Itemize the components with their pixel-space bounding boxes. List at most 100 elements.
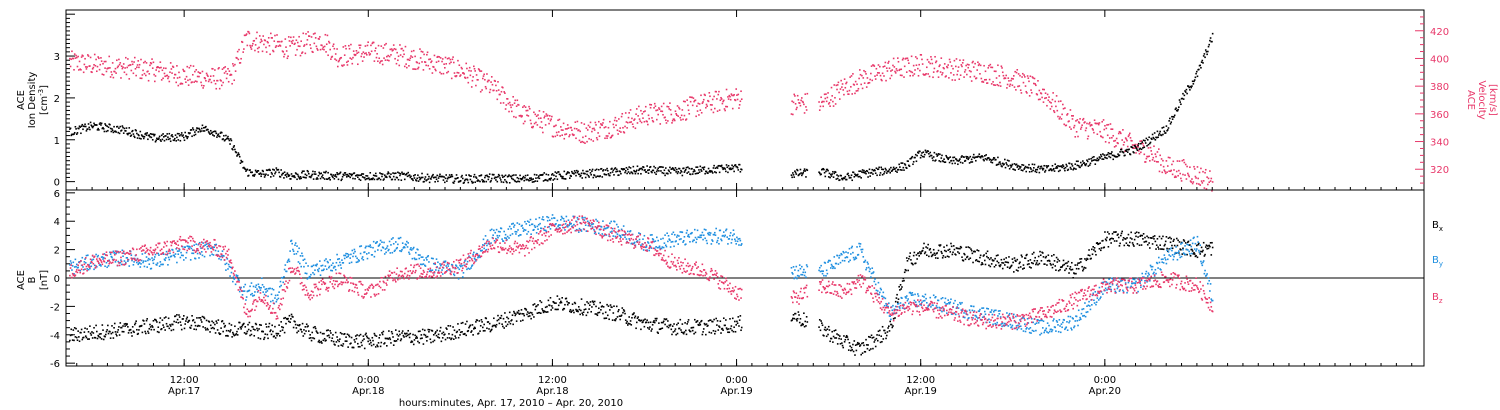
velocity-point [1028, 80, 1030, 83]
velocity-point [214, 82, 217, 85]
velocity-point [160, 79, 163, 81]
density-point [118, 132, 121, 135]
velocity-point [484, 78, 486, 81]
density-point [270, 176, 272, 178]
bx-point [225, 329, 228, 332]
density-point [606, 169, 609, 172]
density-point [664, 174, 666, 177]
density-point [428, 181, 431, 184]
density-point [863, 172, 866, 174]
velocity-point [292, 39, 294, 42]
bx-point [313, 337, 316, 340]
bx-point [225, 335, 227, 337]
velocity-point [281, 40, 283, 43]
bx-point [529, 311, 532, 314]
bx-point [1159, 244, 1161, 246]
density-point [296, 173, 299, 176]
density-point [1080, 165, 1083, 167]
density-point [823, 168, 825, 171]
bx-point [142, 320, 145, 322]
by-point [120, 263, 123, 266]
density-point [346, 173, 349, 176]
velocity-point [520, 116, 523, 118]
bx-point [1195, 254, 1197, 257]
bx-point [448, 337, 451, 339]
velocity-point [238, 48, 240, 51]
velocity-point [1111, 128, 1114, 130]
by-point [73, 266, 76, 268]
bx-point [1020, 254, 1023, 257]
velocity-point [326, 34, 329, 37]
velocity-point [294, 42, 296, 45]
bx-point [920, 252, 923, 254]
velocity-point [1077, 135, 1079, 138]
bx-point [836, 333, 838, 335]
velocity-point [468, 69, 470, 72]
density-point [881, 168, 883, 171]
density-point [925, 151, 928, 154]
density-point [303, 176, 306, 179]
bx-point [971, 252, 974, 255]
by-point [137, 263, 140, 266]
velocity-point [187, 84, 190, 86]
velocity-point [522, 122, 525, 125]
density-point [806, 169, 809, 172]
velocity-point [298, 35, 300, 38]
bx-point [383, 342, 386, 344]
bx-point [928, 249, 931, 251]
density-point [227, 138, 230, 140]
density-point [312, 170, 314, 173]
bx-point [459, 334, 461, 336]
bx-point [683, 331, 686, 333]
bx-point [481, 326, 484, 329]
density-point [302, 176, 305, 178]
density-point [431, 175, 434, 177]
velocity-point [1040, 92, 1043, 95]
velocity-point [509, 104, 512, 106]
density-point [222, 138, 224, 140]
density-point [354, 177, 356, 180]
velocity-point [1202, 170, 1204, 173]
density-point [693, 170, 696, 172]
by-point [127, 260, 129, 263]
density-point [399, 174, 401, 177]
velocity-point [1026, 75, 1029, 77]
velocity-point [227, 80, 230, 83]
density-point [1182, 92, 1184, 95]
bx-point [85, 336, 88, 339]
bx-point [1085, 259, 1088, 262]
density-point [638, 169, 640, 172]
velocity-point [205, 72, 208, 75]
density-point [1146, 139, 1149, 141]
bx-point [1200, 246, 1203, 249]
bx-point [1016, 258, 1019, 261]
velocity-point [1013, 86, 1016, 88]
density-point [861, 169, 864, 171]
density-point [675, 171, 677, 173]
velocity-point [78, 69, 80, 71]
velocity-point [992, 84, 995, 86]
velocity-point [571, 129, 573, 132]
by-point [77, 266, 79, 269]
bx-point [874, 339, 876, 341]
bx-point [618, 309, 620, 311]
bx-point [646, 319, 648, 321]
bx-point [1120, 234, 1122, 237]
density-point [1009, 164, 1012, 167]
density-point [959, 161, 962, 164]
bx-point [359, 345, 361, 348]
density-point [551, 174, 553, 176]
velocity-point [1163, 169, 1166, 171]
density-point [942, 160, 945, 163]
density-point [979, 156, 982, 159]
velocity-point [176, 77, 179, 79]
bx-point [1055, 256, 1058, 259]
bx-point [70, 328, 73, 331]
velocity-point [931, 62, 934, 65]
bx-point [594, 313, 597, 315]
density-point [847, 172, 849, 175]
velocity-point [1171, 163, 1173, 166]
by-point [84, 258, 86, 260]
bx-point [627, 322, 630, 325]
